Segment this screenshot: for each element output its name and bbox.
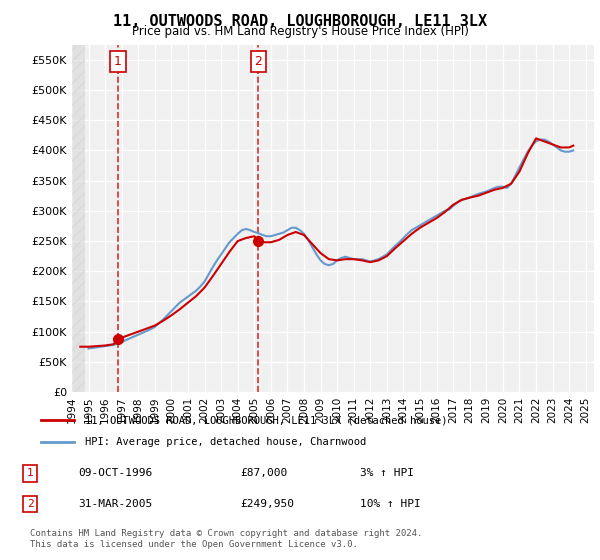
Text: 2: 2 bbox=[254, 55, 262, 68]
Text: 1: 1 bbox=[114, 55, 122, 68]
Text: Contains HM Land Registry data © Crown copyright and database right 2024.
This d: Contains HM Land Registry data © Crown c… bbox=[30, 529, 422, 549]
Text: HPI: Average price, detached house, Charnwood: HPI: Average price, detached house, Char… bbox=[85, 437, 367, 447]
Text: £249,950: £249,950 bbox=[240, 499, 294, 509]
Bar bbox=[72, 45, 85, 392]
Text: 11, OUTWOODS ROAD, LOUGHBOROUGH, LE11 3LX (detached house): 11, OUTWOODS ROAD, LOUGHBOROUGH, LE11 3L… bbox=[85, 415, 448, 425]
Text: 11, OUTWOODS ROAD, LOUGHBOROUGH, LE11 3LX: 11, OUTWOODS ROAD, LOUGHBOROUGH, LE11 3L… bbox=[113, 14, 487, 29]
Text: 1: 1 bbox=[26, 468, 34, 478]
Text: 2: 2 bbox=[26, 499, 34, 509]
Text: Price paid vs. HM Land Registry's House Price Index (HPI): Price paid vs. HM Land Registry's House … bbox=[131, 25, 469, 38]
Text: 3% ↑ HPI: 3% ↑ HPI bbox=[360, 468, 414, 478]
Text: £87,000: £87,000 bbox=[240, 468, 287, 478]
Text: 09-OCT-1996: 09-OCT-1996 bbox=[78, 468, 152, 478]
Text: 31-MAR-2005: 31-MAR-2005 bbox=[78, 499, 152, 509]
Text: 10% ↑ HPI: 10% ↑ HPI bbox=[360, 499, 421, 509]
